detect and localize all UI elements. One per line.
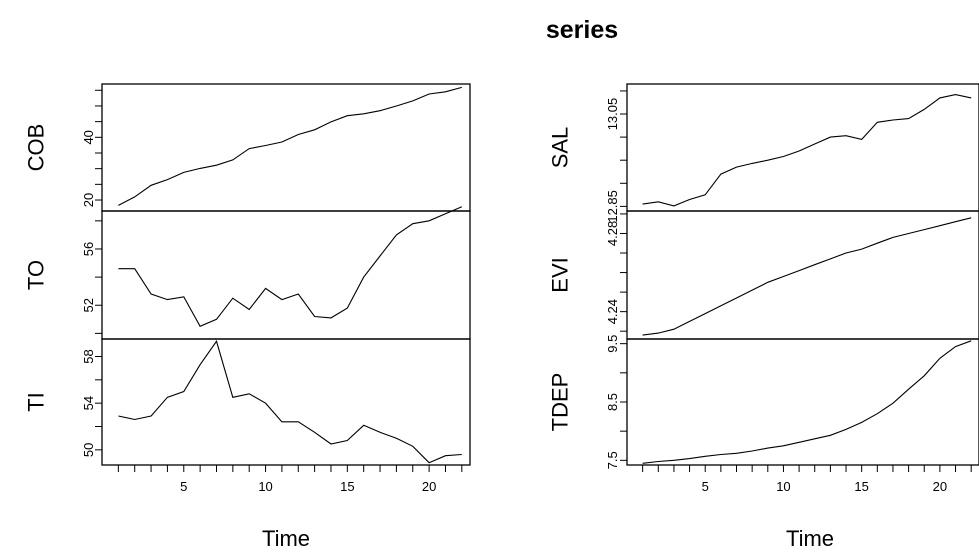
y-tick-label-ti: 58: [81, 349, 96, 363]
y-axis-label-sal: SAL: [548, 127, 573, 169]
x-tick-label: 20: [933, 479, 947, 494]
y-tick-label-evi: 4.28: [605, 221, 620, 246]
panel-frame-tdep: [626, 338, 979, 466]
y-axis-label-to: TO: [24, 260, 49, 290]
series-line-ti: [118, 340, 462, 464]
y-axis-label-cob: COB: [24, 124, 49, 172]
x-tick-label: 5: [702, 479, 709, 494]
y-tick-label-ti: 50: [81, 443, 96, 457]
series-line-sal: [642, 94, 972, 207]
y-tick-label-evi: 4.24: [605, 299, 620, 324]
y-tick-label-ti: 54: [81, 396, 96, 410]
panel-frame-ti: [101, 338, 471, 466]
y-tick-label-to: 52: [81, 298, 96, 312]
y-tick-label-tdep: 8.5: [605, 393, 620, 411]
chart-title: series: [546, 16, 618, 44]
y-tick-label-tdep: 7.5: [605, 451, 620, 469]
y-tick-label-cob: 20: [81, 193, 96, 207]
series-line-cob: [118, 86, 462, 206]
x-tick-label: 10: [776, 479, 790, 494]
series-line-tdep: [642, 340, 972, 464]
y-axis-label-tdep: TDEP: [548, 373, 573, 432]
y-tick-label-sal: 12.85: [605, 190, 620, 223]
y-axis-label-ti: TI: [24, 392, 49, 412]
panel-frame-evi: [626, 210, 979, 340]
series-line-to: [118, 206, 463, 328]
panel-frame-to: [101, 210, 471, 340]
x-axis-label-left: Time: [262, 526, 310, 551]
y-axis-label-evi: EVI: [548, 257, 573, 292]
x-tick-label: 20: [422, 479, 436, 494]
x-tick-label: 15: [854, 479, 868, 494]
x-tick-label: 5: [180, 479, 187, 494]
x-tick-label: 10: [258, 479, 272, 494]
x-axis-label-right: Time: [786, 526, 834, 551]
y-tick-label-sal: 13.05: [605, 98, 620, 131]
y-tick-label-tdep: 9.5: [605, 335, 620, 353]
series-line-evi: [642, 217, 972, 336]
panel-frame-cob: [101, 83, 471, 212]
y-tick-label-cob: 40: [81, 130, 96, 144]
panel-frame-sal: [626, 83, 979, 212]
x-tick-label: 15: [340, 479, 354, 494]
y-tick-label-to: 56: [81, 242, 96, 256]
